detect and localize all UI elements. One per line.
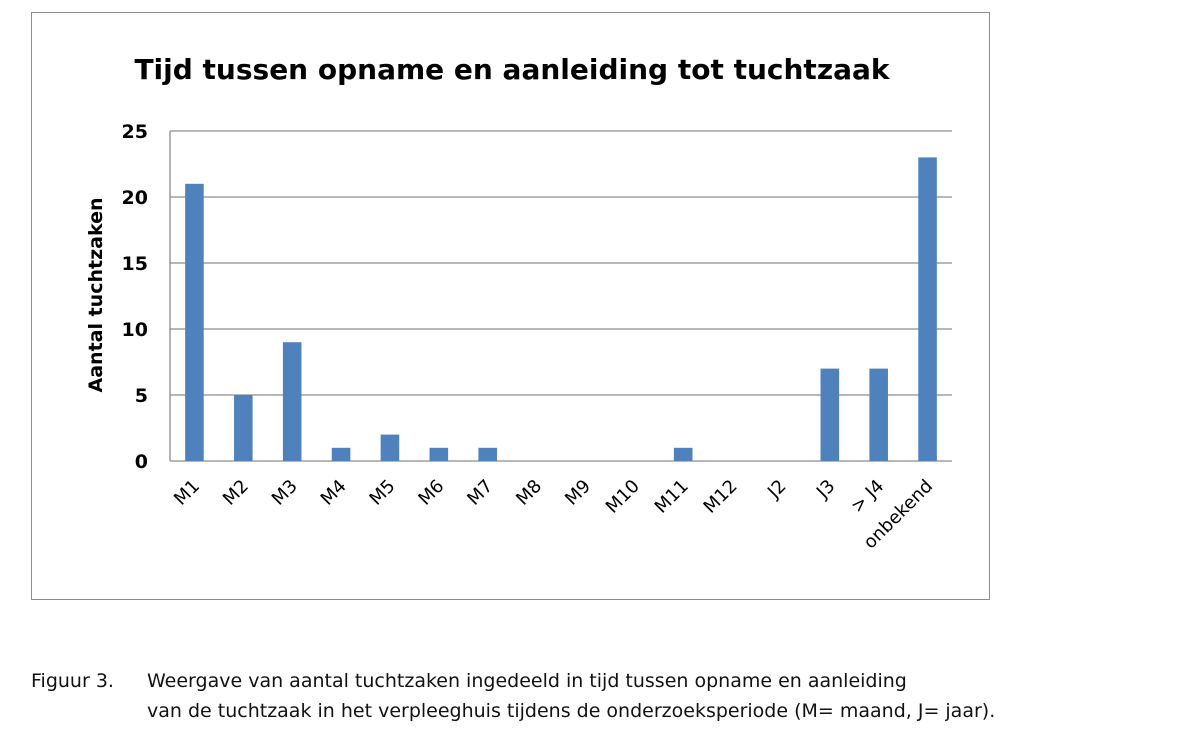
y-tick-label: 10 [122,319,148,341]
chart-title: Tijd tussen opname en aanleiding tot tuc… [134,53,890,86]
bar [673,447,693,461]
caption-row-1: Figuur 3. Weergave van aantal tuchtzaken… [31,666,1191,696]
x-tick-label: M7 [463,476,497,510]
x-tick-label: M1 [170,476,204,510]
caption-indent [31,696,147,726]
caption-label: Figuur 3. [31,670,114,692]
x-tick-label: M12 [700,476,742,518]
bar [869,368,888,461]
x-tick-label: M8 [512,476,546,510]
x-tick-label: M2 [219,476,253,510]
y-axis-label: Aantal tuchtzaken [85,198,107,393]
y-tick-label: 25 [122,121,148,143]
y-tick-label: 5 [135,385,148,407]
y-tick-label: 20 [122,187,148,209]
y-tick-label: 15 [122,253,148,275]
caption-row-2: van de tuchtzaak in het verpleeghuis tij… [31,696,1191,726]
caption-line-2: van de tuchtzaak in het verpleeghuis tij… [147,700,996,722]
y-tick-labels: 0 5 10 15 20 25 [122,121,148,473]
x-tick-labels: M1 M2 M3 M4 M5 M6 M7 M8 M9 M10 M11 M12 J2 J3 > J4onbek… [170,476,937,554]
x-tick-label: M11 [651,476,693,518]
bar [331,447,351,461]
x-tick-label: M4 [317,476,351,510]
bar [820,368,840,461]
bar [380,434,400,461]
bar [234,395,253,461]
bars [185,157,937,462]
bar [429,447,449,461]
caption-line-1: Weergave van aantal tuchtzaken ingedeeld… [147,670,907,692]
bar [185,183,204,462]
bar-chart: Tijd tussen opname en aanleiding tot tuc… [85,53,952,554]
chart-frame: Tijd tussen opname en aanleiding tot tuc… [31,12,990,600]
x-tick-label: M10 [602,476,644,518]
y-tick-label: 0 [135,451,148,473]
x-tick-label: J3 [812,476,839,503]
bar [478,447,497,461]
x-tick-label: M9 [561,476,595,510]
bar [918,157,937,461]
bar [282,342,302,461]
x-tick-label: M3 [268,476,302,510]
x-tick-label: M5 [366,476,400,510]
x-tick-label: M6 [414,476,448,510]
x-tick-label: > J4 [847,476,888,517]
figure-caption: Figuur 3. Weergave van aantal tuchtzaken… [31,666,1191,726]
x-tick-label: J2 [763,476,790,503]
